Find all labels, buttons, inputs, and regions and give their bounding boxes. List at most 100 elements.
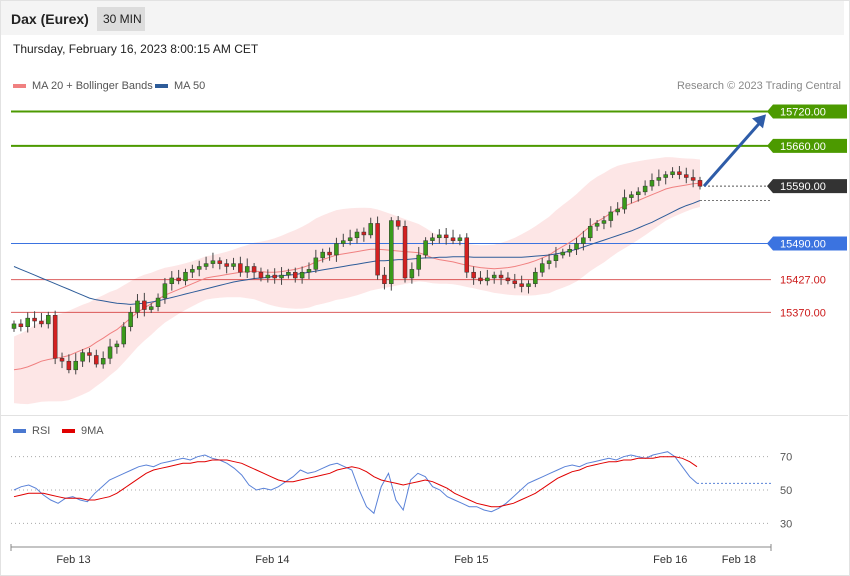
rsi-line <box>13 451 698 515</box>
candle-down <box>684 174 689 178</box>
candle-down <box>327 251 332 256</box>
candle-up <box>601 220 607 224</box>
x-tick-label: Feb 16 <box>653 554 687 566</box>
level-label-15660: 15660.00 <box>780 141 826 153</box>
ma20-line <box>13 182 701 371</box>
level-label-15490: 15490.00 <box>780 239 826 251</box>
candle-up <box>341 240 346 244</box>
candle-down <box>690 177 696 181</box>
candle-up <box>244 266 250 273</box>
candle-down <box>512 280 518 284</box>
candle-up <box>135 300 140 313</box>
candle-up <box>533 271 538 284</box>
candle-up <box>491 274 497 279</box>
legend-ma20-label: MA 20 + Bollinger Bands <box>32 80 153 92</box>
panel-divider <box>1 415 848 416</box>
candle-down <box>677 171 682 175</box>
candle-up <box>100 358 106 365</box>
candle-down <box>293 271 298 279</box>
candle-up <box>80 352 85 362</box>
candle-down <box>697 180 703 187</box>
candle-down <box>375 223 380 276</box>
instrument-title: Dax (Eurex) <box>11 11 89 27</box>
candle-up <box>265 274 271 279</box>
candle-down <box>32 317 37 322</box>
candle-up <box>354 231 360 239</box>
candle-down <box>402 226 408 279</box>
timestamp: Thursday, February 16, 2023 8:00:15 AM C… <box>13 42 259 56</box>
candle-down <box>258 271 264 279</box>
candle-up <box>11 323 17 329</box>
candle-down <box>217 260 223 264</box>
x-tick-label: Feb 15 <box>454 554 488 566</box>
level-tag-15590 <box>767 179 847 194</box>
candle-up <box>389 220 394 284</box>
legend-ma20: MA 20 + Bollinger Bands <box>13 80 153 92</box>
candle-up <box>416 254 421 270</box>
candle-down <box>176 277 181 282</box>
candle-up <box>203 263 209 267</box>
candle-up <box>25 317 30 328</box>
candle-up <box>615 208 620 213</box>
candle-up <box>210 260 216 264</box>
legend-rsi: RSI <box>13 425 50 437</box>
candle-up <box>560 251 566 256</box>
candle-up <box>196 266 202 270</box>
candle-up <box>306 269 312 273</box>
candle-down <box>443 234 449 239</box>
candle-up <box>574 243 579 250</box>
candle-up <box>128 312 133 328</box>
rsi-tick-50: 50 <box>780 485 792 497</box>
candle-up <box>169 277 175 284</box>
candle-up <box>155 297 161 307</box>
candle-up <box>649 180 655 187</box>
candle-down <box>39 320 44 325</box>
candle-up <box>642 185 648 193</box>
candle-up <box>581 237 586 244</box>
timeframe-badge[interactable]: 30 MIN <box>97 7 145 31</box>
candle-down <box>66 360 72 371</box>
candle-up <box>430 237 435 241</box>
candle-down <box>382 274 387 284</box>
candle-up <box>485 277 490 282</box>
candle-down <box>505 277 511 282</box>
candle-up <box>539 263 545 273</box>
candle-down <box>18 323 24 328</box>
candle-up <box>334 243 339 256</box>
candle-down <box>519 283 524 287</box>
candle-down <box>450 237 456 241</box>
legend-rsi-label: RSI <box>32 425 51 437</box>
level-label-15370: 15370.00 <box>780 307 826 319</box>
candle-down <box>251 266 257 273</box>
candle-up <box>368 223 373 236</box>
rsi-tick-70: 70 <box>780 452 792 464</box>
candle-up <box>567 249 572 253</box>
candle-down <box>87 352 92 356</box>
candle-up <box>320 251 325 259</box>
candle-down <box>464 237 470 273</box>
level-tag-15490 <box>767 236 847 251</box>
candle-down <box>272 274 277 279</box>
legend-ma50-label: MA 50 <box>174 80 206 92</box>
candle-up <box>423 240 428 256</box>
candle-up <box>629 194 634 198</box>
candle-up <box>73 360 78 371</box>
candle-down <box>224 263 229 267</box>
candle-up <box>457 237 463 241</box>
target-arrow-head <box>752 114 766 129</box>
x-tick-label: Feb 14 <box>255 554 289 566</box>
candle-up <box>656 177 662 181</box>
rsi-tick-30: 30 <box>780 518 792 530</box>
candle-up <box>46 315 51 325</box>
candle-up <box>409 269 415 279</box>
candle-down <box>395 220 401 227</box>
candle-up <box>183 271 188 282</box>
level-label-15427: 15427.00 <box>780 275 826 287</box>
candle-up <box>347 237 353 241</box>
candle-up <box>114 343 120 348</box>
legend-ma20-swatch <box>13 84 26 89</box>
candle-down <box>52 315 58 359</box>
candle-down <box>478 277 483 282</box>
bollinger-band <box>14 157 700 405</box>
